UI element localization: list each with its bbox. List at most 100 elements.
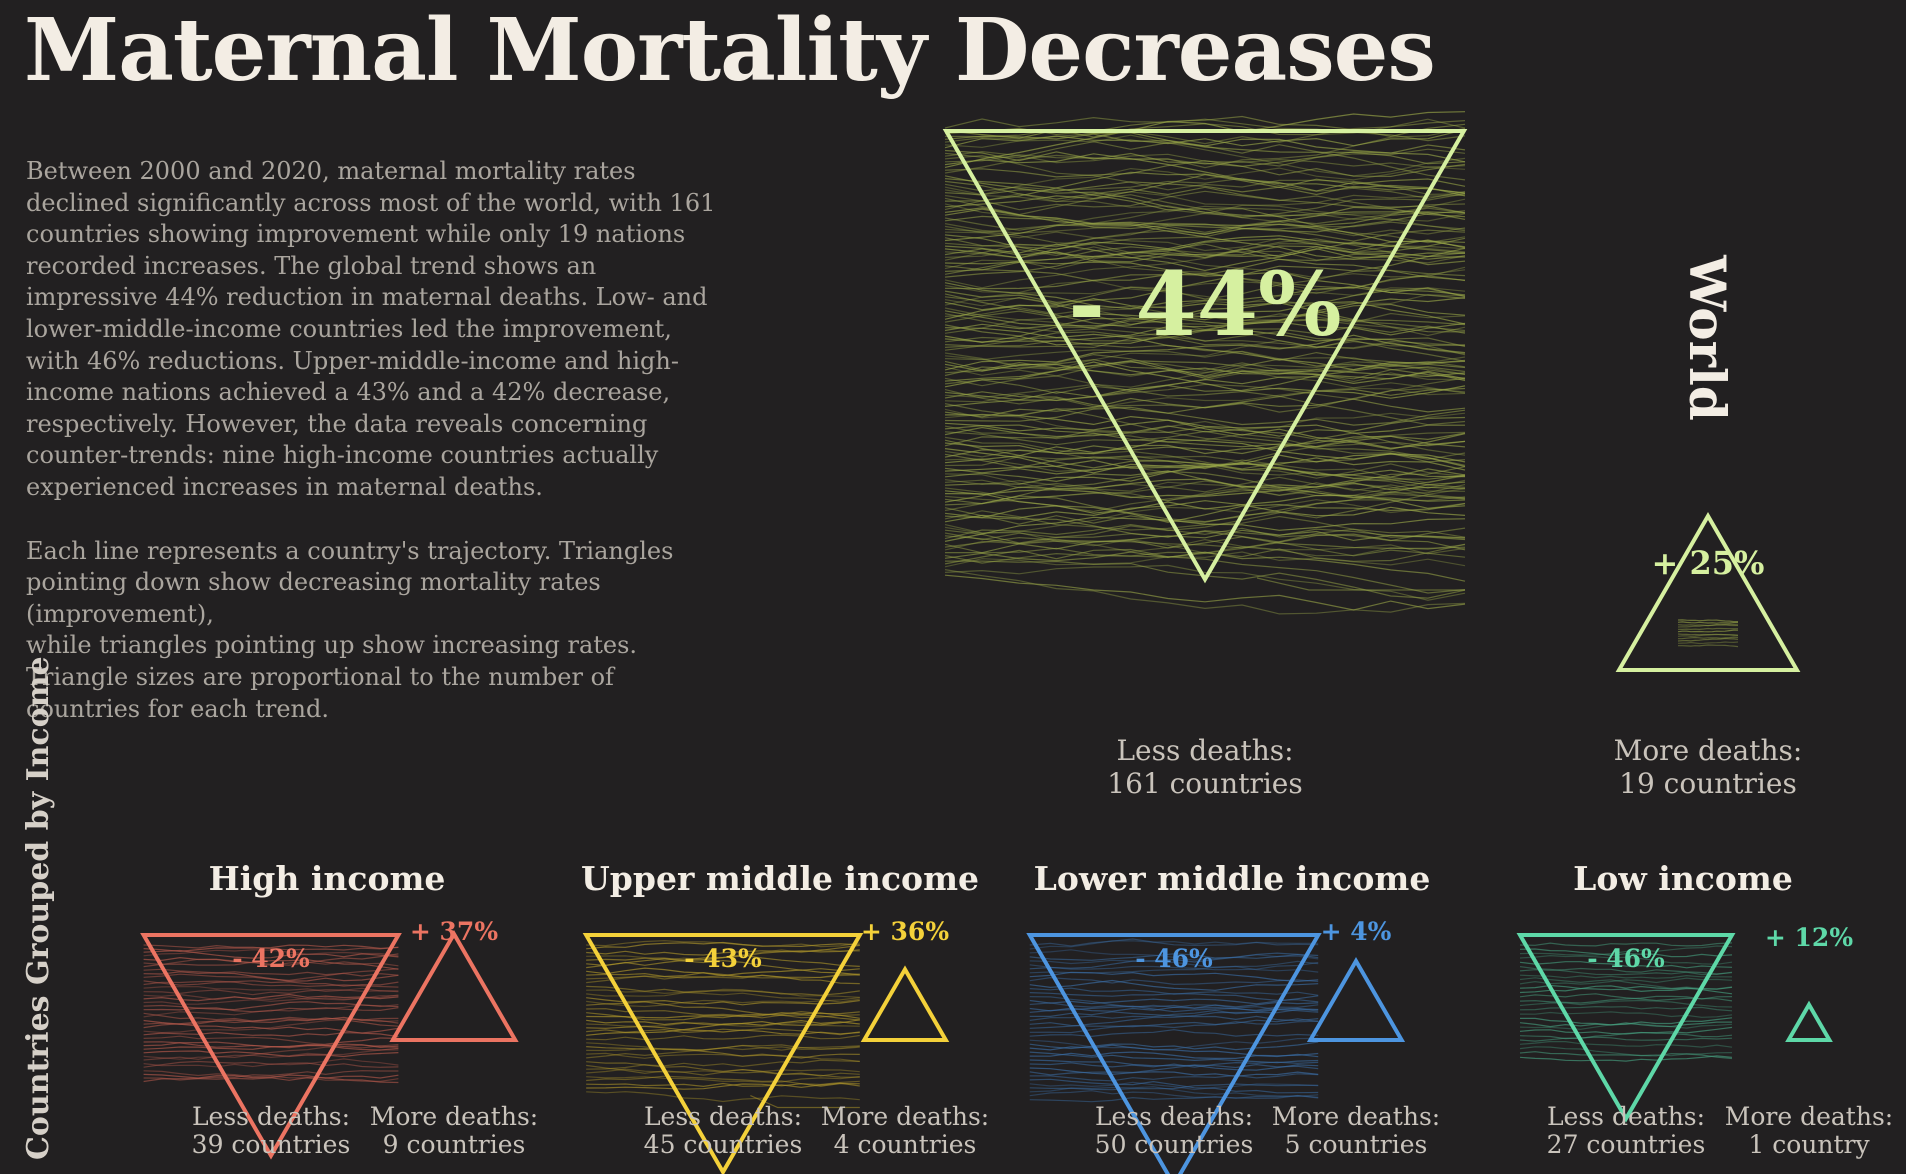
world-decrease-line [944, 175, 1466, 218]
world-decrease-line [944, 313, 1466, 355]
lower-middle-income-decrease-line [1029, 1037, 1319, 1051]
upper-middle-income-decrease-line [586, 973, 860, 980]
world-decrease-line [944, 334, 1466, 371]
world-increase-line [1677, 627, 1738, 631]
world-decrease-line [944, 403, 1466, 460]
world-decrease-line [944, 148, 1466, 167]
lower-middle-income-decrease-line [1029, 1002, 1319, 1011]
upper-middle-income-decrease-line [586, 1064, 860, 1077]
low-income-decrease-caption-1: Less deaths: [1547, 1102, 1705, 1131]
world-decrease-line [944, 153, 1466, 194]
lower-middle-income-decrease-caption-1: Less deaths: [1095, 1102, 1253, 1131]
world-decrease-line [944, 488, 1466, 512]
lower-middle-income-decrease-line [1029, 1078, 1319, 1094]
world-group-label: World [1678, 254, 1737, 421]
lower-middle-income-decrease-line [1029, 1081, 1319, 1091]
upper-middle-income-title: Upper middle income [581, 859, 979, 898]
high-income-increase-caption-2: 9 countries [383, 1130, 526, 1159]
low-income-decrease-line [1519, 1021, 1732, 1028]
world-decrease-line [944, 303, 1466, 327]
upper-middle-income-decrease-line [586, 1052, 860, 1063]
world-decrease-line [944, 424, 1466, 448]
world-decrease-line [944, 339, 1466, 365]
world-decrease-line [944, 133, 1466, 165]
high-income-decrease-line [143, 1070, 399, 1081]
lower-middle-income-decrease-triangle [1026, 933, 1322, 1174]
world-decrease-line [944, 426, 1466, 447]
world-decrease-line [944, 166, 1466, 196]
high-income-decrease-line [143, 956, 399, 970]
world-decrease-line [944, 177, 1466, 200]
world-decrease-line [944, 356, 1466, 399]
upper-middle-income-decrease-line [586, 1075, 860, 1083]
world-decrease-line [944, 349, 1466, 375]
world-decrease-line [944, 448, 1466, 474]
world-decrease-line [944, 127, 1466, 174]
high-income-decrease-line [143, 980, 399, 987]
world-decrease-line [944, 494, 1466, 525]
world-decrease-line [944, 193, 1466, 219]
high-income-decrease-caption-2: 39 countries [192, 1130, 351, 1159]
upper-middle-income-decrease-triangle [582, 933, 864, 1174]
low-income-decrease-line [1519, 1023, 1733, 1030]
upper-middle-income-decrease-line [586, 1046, 860, 1059]
world-decrease-line [944, 358, 1466, 380]
low-income-increase-caption-1: More deaths: [1725, 1102, 1893, 1131]
lower-middle-income-decrease-line [1029, 1029, 1319, 1038]
world-decrease-line [944, 353, 1466, 378]
world-decrease-line [944, 551, 1466, 568]
high-income-decrease-line [143, 944, 399, 951]
world-decrease-line [944, 325, 1466, 343]
high-income-decrease-line [143, 949, 399, 957]
world-decrease-line [944, 524, 1466, 557]
lower-middle-income-decrease-line [1029, 1005, 1319, 1013]
low-income-decrease-line [1519, 977, 1733, 990]
upper-middle-income-increase-caption-1: More deaths: [821, 1102, 989, 1131]
world-decrease-line [944, 548, 1466, 594]
lower-middle-income-decrease-line [1029, 1090, 1319, 1100]
high-income-increase-percent: + 37% [410, 917, 498, 946]
lower-middle-income-decrease-line [1029, 949, 1319, 961]
low-income-decrease-line [1519, 1040, 1733, 1048]
world-decrease-line [944, 516, 1466, 542]
world-decrease-line [944, 361, 1466, 399]
upper-middle-income-decrease-line [586, 1061, 860, 1078]
low-income-decrease-line [1519, 977, 1733, 985]
world-increase-line [1677, 636, 1739, 640]
low-income-decrease-line [1519, 993, 1733, 1002]
low-income-decrease-line [1519, 945, 1733, 956]
world-decrease-line [944, 543, 1466, 562]
upper-middle-income-decrease-line [586, 958, 860, 972]
world-decrease-line [944, 541, 1466, 564]
world-decrease-line [944, 129, 1466, 149]
high-income-decrease-line [143, 1058, 399, 1068]
upper-middle-income-decrease-line [586, 974, 860, 984]
world-increase-triangle [1615, 511, 1801, 672]
lower-middle-income-decrease-line [1029, 1008, 1319, 1029]
world-decrease-line [944, 498, 1466, 534]
lower-middle-income-decrease-line [1029, 1041, 1319, 1051]
upper-middle-income-increase-percent: + 36% [861, 917, 949, 946]
world-decrease-line [944, 118, 1466, 145]
upper-middle-income-decrease-line [586, 1082, 860, 1090]
low-income-increase-triangle [1785, 1000, 1833, 1042]
world-increase-line [1677, 637, 1739, 642]
low-income-decrease-line [1519, 948, 1733, 958]
world-decrease-line [944, 459, 1466, 478]
world-decrease-line [944, 397, 1466, 418]
lower-middle-income-increase-percent: + 4% [1321, 917, 1392, 946]
lower-middle-income-decrease-caption-2: 50 countries [1095, 1130, 1254, 1159]
low-income-increase-percent: + 12% [1765, 923, 1853, 952]
world-decrease-line [1256, 577, 1465, 591]
high-income-decrease-line [143, 993, 399, 1001]
world-decrease-line [944, 247, 1466, 304]
upper-middle-income-decrease-line [586, 1042, 860, 1051]
world-decrease-line [944, 309, 1466, 356]
world-decrease-line [944, 363, 1466, 378]
world-decrease-line [944, 414, 1466, 449]
high-income-title: High income [209, 859, 446, 898]
low-income-decrease-line [1519, 999, 1733, 1008]
intro-text: Between 2000 and 2020, maternal mortalit… [26, 156, 726, 725]
high-income-decrease-line [143, 993, 399, 1002]
world-decrease-line [944, 321, 1466, 343]
